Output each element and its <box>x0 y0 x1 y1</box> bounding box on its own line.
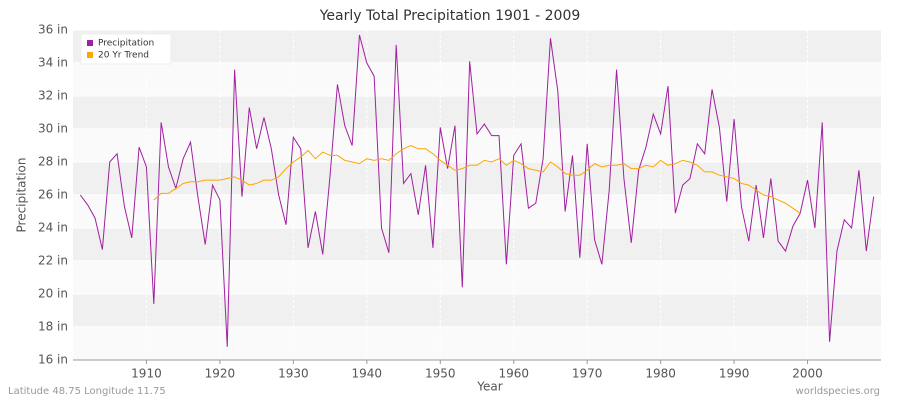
grid-band <box>73 30 881 63</box>
y-tick-label: 20 in <box>38 287 68 301</box>
grid-band <box>73 228 881 261</box>
x-tick-label: 1990 <box>719 367 750 381</box>
footer-left: Latitude 48.75 Longitude 11.75 <box>8 386 166 397</box>
legend-swatch <box>87 40 93 46</box>
x-tick-label: 1910 <box>131 367 162 381</box>
y-tick-label: 16 in <box>38 353 68 367</box>
y-tick-label: 26 in <box>38 188 68 202</box>
legend-box <box>80 33 172 65</box>
y-tick-label: 28 in <box>38 155 68 169</box>
y-tick-label: 36 in <box>38 23 68 37</box>
y-axis-label: Precipitation <box>15 157 29 232</box>
footer-right: worldspecies.org <box>796 386 880 397</box>
x-tick-label: 1980 <box>645 367 676 381</box>
series-line <box>153 144 801 214</box>
x-tick-label: 1940 <box>352 367 383 381</box>
grid-band <box>73 294 881 327</box>
legend-label: 20 Yr Trend <box>98 51 149 61</box>
x-tick-label: 1920 <box>205 367 236 381</box>
series-line <box>79 34 875 347</box>
y-tick-label: 24 in <box>38 221 68 235</box>
chart-title: Yearly Total Precipitation 1901 - 2009 <box>319 8 581 24</box>
y-tick-label: 34 in <box>38 56 68 70</box>
grid-band <box>73 162 881 195</box>
legend-swatch <box>87 52 93 58</box>
x-tick-label: 1970 <box>572 367 603 381</box>
x-tick-label: 1930 <box>278 367 309 381</box>
y-tick-label: 30 in <box>38 122 68 136</box>
x-tick-label: 1950 <box>425 367 456 381</box>
grid-band <box>73 96 881 129</box>
x-axis-label: Year <box>476 380 502 394</box>
x-tick-label: 2000 <box>792 367 823 381</box>
x-tick-label: 1960 <box>498 367 529 381</box>
y-tick-label: 22 in <box>38 254 68 268</box>
y-tick-label: 32 in <box>38 89 68 103</box>
y-tick-label: 18 in <box>38 320 68 334</box>
legend-label: Precipitation <box>98 39 154 49</box>
